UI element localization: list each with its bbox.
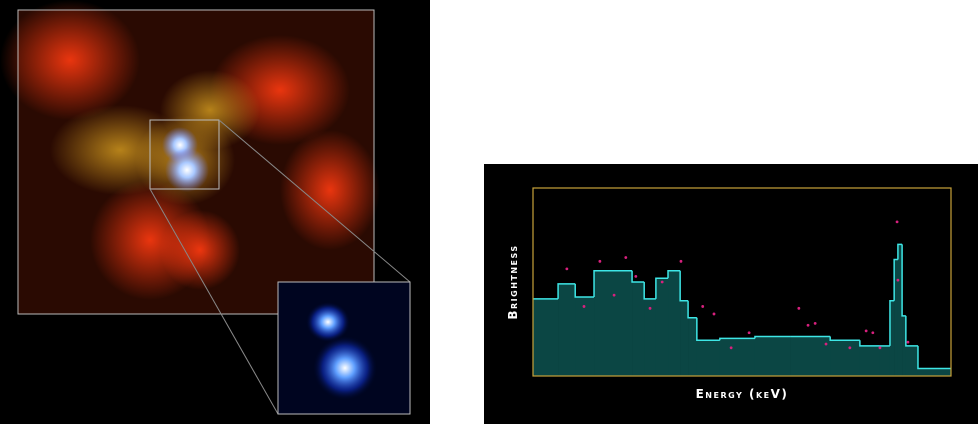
step-fill bbox=[917, 368, 952, 376]
data-point bbox=[582, 305, 586, 308]
step-line bbox=[655, 277, 669, 299]
data-point bbox=[797, 306, 801, 310]
y-axis-label: Brightness bbox=[506, 244, 520, 319]
step-line bbox=[679, 270, 689, 302]
xray-image bbox=[0, 0, 411, 415]
data-point bbox=[878, 346, 882, 350]
step-fill bbox=[533, 298, 559, 376]
step-line bbox=[643, 282, 656, 300]
step-fill bbox=[859, 345, 881, 376]
step-line bbox=[696, 317, 720, 342]
step-fill bbox=[897, 244, 903, 376]
step-line bbox=[687, 300, 697, 319]
step-fill bbox=[575, 297, 595, 376]
step-fill bbox=[719, 338, 756, 376]
data-point bbox=[701, 305, 705, 308]
step-fill bbox=[632, 282, 645, 376]
step-fill bbox=[879, 345, 891, 376]
step-line bbox=[859, 340, 880, 347]
step-line bbox=[917, 345, 951, 370]
x-axis-label: Energy (keV) bbox=[696, 387, 789, 401]
step-line bbox=[593, 269, 633, 298]
data-point bbox=[895, 220, 899, 224]
step-line bbox=[667, 269, 681, 279]
step-line bbox=[897, 243, 903, 260]
step-fill bbox=[894, 259, 899, 376]
data-point bbox=[806, 323, 810, 327]
step-fill bbox=[655, 278, 669, 376]
data-point bbox=[848, 346, 852, 350]
step-line bbox=[889, 300, 895, 346]
data-point bbox=[660, 280, 664, 284]
data-point bbox=[813, 321, 817, 325]
step-line bbox=[754, 335, 791, 339]
data-point bbox=[896, 278, 900, 282]
step-line bbox=[557, 283, 576, 299]
data-point bbox=[871, 331, 875, 335]
data-point bbox=[648, 306, 652, 310]
data-point bbox=[598, 259, 602, 263]
step-fill bbox=[830, 340, 861, 376]
step-fill bbox=[902, 315, 907, 376]
spectrum-chart bbox=[532, 187, 952, 377]
step-fill bbox=[889, 300, 895, 376]
step-fill bbox=[696, 340, 721, 376]
data-point bbox=[906, 340, 910, 344]
step-fill bbox=[680, 300, 689, 376]
step-line bbox=[631, 270, 645, 283]
step-line bbox=[901, 244, 906, 317]
step-fill bbox=[905, 345, 919, 376]
step-line bbox=[893, 258, 898, 301]
plot-frame bbox=[532, 187, 952, 377]
step-fill bbox=[790, 336, 831, 376]
step-fill bbox=[754, 336, 791, 376]
step-line bbox=[719, 337, 755, 341]
data-point bbox=[565, 267, 569, 271]
step-fill bbox=[668, 270, 681, 376]
step-fill bbox=[644, 298, 657, 376]
data-point bbox=[624, 256, 628, 259]
step-line bbox=[574, 283, 595, 298]
step-fill bbox=[558, 283, 576, 376]
data-point bbox=[679, 259, 683, 263]
data-point bbox=[747, 331, 751, 335]
data-point bbox=[712, 312, 716, 316]
data-point bbox=[824, 342, 828, 346]
data-point bbox=[864, 329, 868, 333]
data-point bbox=[729, 346, 733, 350]
data-point bbox=[634, 274, 638, 278]
step-fill bbox=[594, 270, 633, 376]
step-fill bbox=[688, 317, 698, 376]
data-point bbox=[612, 293, 616, 297]
step-line bbox=[829, 336, 860, 342]
step-line bbox=[905, 315, 918, 347]
